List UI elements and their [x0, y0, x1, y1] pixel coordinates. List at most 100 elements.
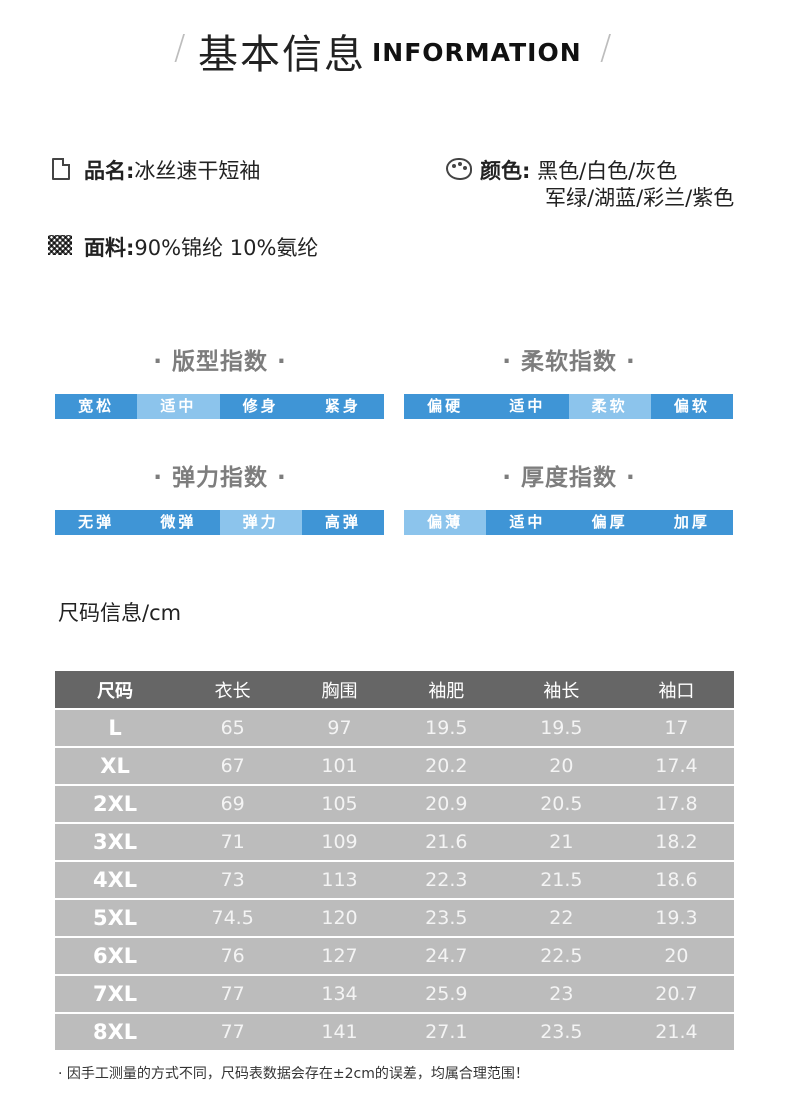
table-row: 4XL 73 113 22.3 21.5 18.6 [55, 860, 734, 899]
table-cell: 22 [503, 898, 619, 937]
table-row: 6XL 76 127 24.7 22.5 20 [55, 936, 734, 975]
table-row: 7XL 77 134 25.9 23 20.7 [55, 974, 734, 1013]
table-row: 8XL 77 141 27.1 23.5 21.4 [55, 1012, 734, 1050]
fabric-label: 面料: [84, 236, 135, 260]
elasticity-option: 高弹 [301, 510, 384, 535]
size-cell: 8XL [55, 1012, 176, 1050]
elasticity-index-title: · 弹力指数 · [153, 465, 287, 491]
size-info-title: 尺码信息/cm [58, 601, 182, 625]
elasticity-option: 无弹 [55, 510, 138, 535]
table-cell: 77 [175, 974, 291, 1013]
size-cell: 5XL [55, 898, 176, 937]
table-cell: 20.5 [503, 784, 619, 823]
table-row: 3XL 71 109 21.6 21 18.2 [55, 822, 734, 861]
table-cell: 17 [618, 708, 734, 747]
softness-option-selected: 柔软 [568, 394, 651, 419]
header-slash-left: / [174, 28, 186, 68]
table-cell: 25.9 [388, 974, 504, 1013]
size-cell: XL [55, 746, 176, 785]
palette-icon [446, 158, 472, 180]
table-cell: 20 [503, 746, 619, 785]
table-cell: 19.3 [618, 898, 734, 937]
product-name-row: 品名:冰丝速干短袖 [84, 155, 260, 185]
header-slash-right: / [600, 28, 612, 68]
table-cell: 23 [503, 974, 619, 1013]
header-cuff: 袖口 [618, 671, 734, 709]
header-sleeve-width: 袖肥 [388, 671, 504, 709]
product-name-value: 冰丝速干短袖 [134, 159, 261, 183]
table-cell: 20.9 [388, 784, 504, 823]
table-cell: 21.4 [618, 1012, 734, 1050]
fabric-row: 面料:90%锦纶 10%氨纶 [84, 232, 318, 262]
table-cell: 141 [290, 1012, 389, 1050]
table-cell: 17.8 [618, 784, 734, 823]
fit-option-selected: 适中 [137, 394, 220, 419]
table-cell: 21.6 [388, 822, 504, 861]
size-table-header: 尺码 衣长 胸围 袖肥 袖长 袖口 [55, 671, 734, 709]
table-cell: 22.3 [388, 860, 504, 899]
table-cell: 74.5 [175, 898, 291, 937]
table-cell: 23.5 [388, 898, 504, 937]
softness-index-title: · 柔软指数 · [502, 349, 636, 375]
size-cell: 7XL [55, 974, 176, 1013]
section-title-en: INFORMATION [372, 38, 582, 67]
table-cell: 67 [175, 746, 291, 785]
softness-option: 偏软 [650, 394, 733, 419]
thickness-option: 加厚 [650, 510, 733, 535]
table-cell: 97 [290, 708, 389, 747]
color-row: 颜色: 黑色/白色/灰色 [480, 155, 677, 185]
table-cell: 21 [503, 822, 619, 861]
table-cell: 22.5 [503, 936, 619, 975]
thickness-option: 适中 [486, 510, 569, 535]
size-cell: L [55, 708, 176, 747]
fabric-icon [48, 235, 72, 255]
measurement-note: · 因手工测量的方式不同，尺码表数据会存在±2cm的误差，均属合理范围！ [58, 1066, 529, 1082]
table-cell: 69 [175, 784, 291, 823]
fit-option: 宽松 [55, 394, 138, 419]
table-cell: 18.2 [618, 822, 734, 861]
thickness-option: 偏厚 [568, 510, 651, 535]
table-cell: 134 [290, 974, 389, 1013]
table-cell: 105 [290, 784, 389, 823]
table-row: L 65 97 19.5 19.5 17 [55, 708, 734, 747]
softness-option: 适中 [486, 394, 569, 419]
table-cell: 109 [290, 822, 389, 861]
elasticity-option-selected: 弹力 [219, 510, 302, 535]
elasticity-index-bar: 无弹 微弹 弹力 高弹 [55, 510, 384, 535]
table-row: XL 67 101 20.2 20 17.4 [55, 746, 734, 785]
table-cell: 17.4 [618, 746, 734, 785]
header-length: 衣长 [175, 671, 291, 709]
color-line-2: 军绿/湖蓝/彩兰/紫色 [545, 186, 735, 210]
size-cell: 3XL [55, 822, 176, 861]
softness-option: 偏硬 [404, 394, 487, 419]
size-cell: 4XL [55, 860, 176, 899]
product-name-label: 品名: [84, 159, 135, 183]
table-cell: 77 [175, 1012, 291, 1050]
table-cell: 20.2 [388, 746, 504, 785]
table-cell: 24.7 [388, 936, 504, 975]
table-cell: 120 [290, 898, 389, 937]
fit-option: 修身 [219, 394, 302, 419]
table-cell: 19.5 [388, 708, 504, 747]
table-cell: 65 [175, 708, 291, 747]
fabric-value: 90%锦纶 10%氨纶 [134, 236, 319, 260]
table-cell: 23.5 [503, 1012, 619, 1050]
header-chest: 胸围 [290, 671, 389, 709]
fit-option: 紧身 [301, 394, 384, 419]
header-size: 尺码 [55, 671, 176, 709]
table-cell: 21.5 [503, 860, 619, 899]
thickness-index-title: · 厚度指数 · [502, 465, 636, 491]
table-cell: 127 [290, 936, 389, 975]
elasticity-option: 微弹 [137, 510, 220, 535]
document-icon [52, 158, 70, 180]
table-cell: 73 [175, 860, 291, 899]
fit-index-title: · 版型指数 · [153, 349, 287, 375]
table-cell: 113 [290, 860, 389, 899]
table-cell: 19.5 [503, 708, 619, 747]
table-row: 5XL 74.5 120 23.5 22 19.3 [55, 898, 734, 937]
size-cell: 2XL [55, 784, 176, 823]
thickness-index-bar: 偏薄 适中 偏厚 加厚 [404, 510, 733, 535]
section-title-cn: 基本信息 [198, 32, 366, 78]
size-cell: 6XL [55, 936, 176, 975]
thickness-option-selected: 偏薄 [404, 510, 487, 535]
